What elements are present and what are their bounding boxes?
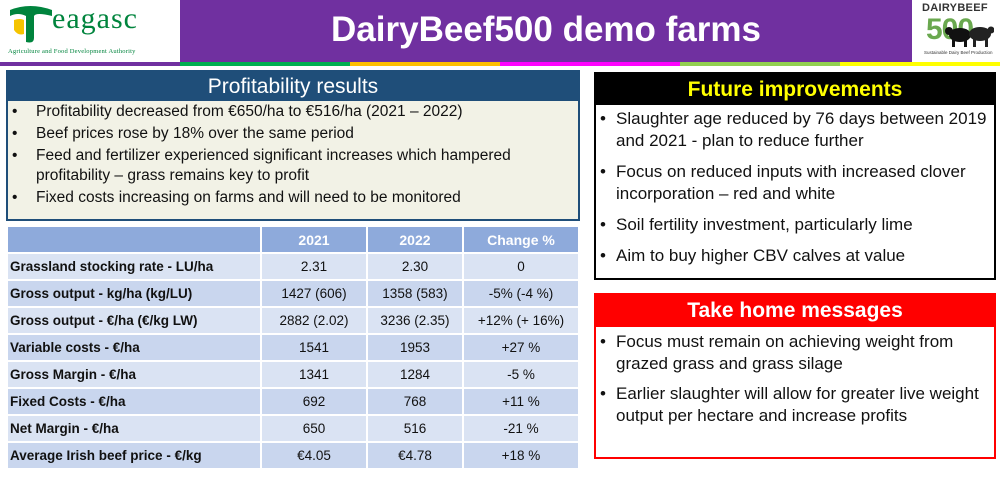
bullet-icon: • bbox=[600, 109, 606, 128]
profitability-heading: Profitability results bbox=[8, 72, 578, 101]
color-strip-segment bbox=[350, 62, 500, 66]
list-item: • Focus on reduced inputs with increased … bbox=[600, 162, 966, 203]
table-cell: €4.78 bbox=[367, 443, 462, 468]
table-cell: +12% (+ 16%) bbox=[463, 308, 578, 333]
page-title: DairyBeef500 demo farms bbox=[331, 10, 761, 49]
table-row: Gross output - €/ha (€/kg LW) 2882 (2.02)… bbox=[8, 308, 578, 333]
dairybeef-subtitle: Sustainable Dairy Beef Production bbox=[924, 50, 993, 55]
teagasc-wordmark: eagasc bbox=[52, 2, 138, 35]
table-header-cell bbox=[8, 227, 261, 252]
list-item: • Feed and fertilizer experienced signifi… bbox=[12, 147, 511, 184]
table-cell: 1341 bbox=[262, 362, 366, 387]
table-header-cell: 2021 bbox=[262, 227, 366, 252]
table-cell: 650 bbox=[262, 416, 366, 441]
future-improvements-heading: Future improvements bbox=[596, 74, 994, 105]
bullet-icon: • bbox=[600, 332, 606, 351]
future-improvements-panel: Future improvements • Slaughter age reduc… bbox=[594, 72, 996, 280]
table-row: Variable costs - €/ha 1541 1953 +27 % bbox=[8, 335, 578, 360]
table-row: Fixed Costs - €/ha 692 768 +11 % bbox=[8, 389, 578, 414]
take-home-bullets: • Focus must remain on achieving weight f… bbox=[596, 327, 994, 427]
title-bar: DairyBeef500 demo farms bbox=[180, 0, 912, 62]
take-home-panel: Take home messages • Focus must remain on… bbox=[594, 293, 996, 459]
table-cell: +18 % bbox=[463, 443, 578, 468]
table-cell: +27 % bbox=[463, 335, 578, 360]
teagasc-logo: eagasc Agriculture and Food Development … bbox=[0, 0, 178, 62]
table-row: Grassland stocking rate - LU/ha 2.31 2.30 0 bbox=[8, 254, 578, 279]
color-strip-segment bbox=[0, 62, 180, 66]
table-cell: +11 % bbox=[463, 389, 578, 414]
bullet-icon: • bbox=[600, 246, 606, 265]
table-row-label: Fixed Costs - €/ha bbox=[8, 389, 261, 414]
list-item: • Beef prices rose by 18% over the same p… bbox=[12, 125, 354, 142]
color-strip-segment bbox=[500, 62, 680, 66]
table-row: Gross output - kg/ha (kg/LU) 1427 (606) 13… bbox=[8, 281, 578, 306]
table-row: Net Margin - €/ha 650 516 -21 % bbox=[8, 416, 578, 441]
table-cell: 1284 bbox=[367, 362, 462, 387]
bullet-icon: • bbox=[12, 125, 18, 142]
dairybeef-logo: DAIRYBEEF 500 Sustainable Dairy Beef Pro… bbox=[918, 0, 1000, 62]
bullet-icon: • bbox=[12, 147, 18, 164]
bullet-icon: • bbox=[600, 215, 606, 234]
list-item: • Slaughter age reduced by 76 days betwee… bbox=[600, 109, 987, 150]
profitability-bullets: • Profitability decreased from €650/ha to… bbox=[8, 101, 578, 208]
table-header-row: 2021 2022 Change % bbox=[8, 227, 578, 252]
table-cell: 1358 (583) bbox=[367, 281, 462, 306]
list-item: • Focus must remain on achieving weight f… bbox=[600, 332, 954, 373]
list-item: • Aim to buy higher CBV calves at value bbox=[600, 246, 906, 265]
table-cell: 3236 (2.35) bbox=[367, 308, 462, 333]
table-cell: 1427 (606) bbox=[262, 281, 366, 306]
color-strip-segment bbox=[180, 62, 350, 66]
table-row: Gross Margin - €/ha 1341 1284 -5 % bbox=[8, 362, 578, 387]
table-header-cell: Change % bbox=[463, 227, 578, 252]
table-cell: €4.05 bbox=[262, 443, 366, 468]
results-table: 2021 2022 Change % Grassland stocking ra… bbox=[6, 225, 580, 470]
future-bullets: • Slaughter age reduced by 76 days betwee… bbox=[596, 105, 994, 267]
teagasc-tagline: Agriculture and Food Development Authori… bbox=[8, 48, 136, 55]
table-cell: -5% (-4 %) bbox=[463, 281, 578, 306]
bullet-icon: • bbox=[12, 103, 18, 120]
table-row-label: Net Margin - €/ha bbox=[8, 416, 261, 441]
dairybeef-wordmark: DAIRYBEEF bbox=[922, 2, 988, 14]
bullet-icon: • bbox=[600, 162, 606, 181]
profitability-panel: Profitability results • Profitability dec… bbox=[6, 70, 580, 221]
table-row-label: Variable costs - €/ha bbox=[8, 335, 261, 360]
take-home-heading: Take home messages bbox=[596, 295, 994, 327]
table-cell: 516 bbox=[367, 416, 462, 441]
cows-icon bbox=[945, 26, 994, 47]
table-cell: 2882 (2.02) bbox=[262, 308, 366, 333]
table-cell: -5 % bbox=[463, 362, 578, 387]
table-row: Average Irish beef price - €/kg €4.05 €4.7… bbox=[8, 443, 578, 468]
list-item: • Profitability decreased from €650/ha to… bbox=[12, 103, 463, 120]
table-cell: 692 bbox=[262, 389, 366, 414]
table-row-label: Average Irish beef price - €/kg bbox=[8, 443, 261, 468]
table-cell: 0 bbox=[463, 254, 578, 279]
list-item: • Earlier slaughter will allow for greate… bbox=[600, 384, 979, 425]
list-item: • Soil fertility investment, particularly… bbox=[600, 215, 913, 234]
table-row-label: Gross output - €/ha (€/kg LW) bbox=[8, 308, 261, 333]
color-strip-segment bbox=[840, 62, 1000, 66]
bullet-icon: • bbox=[600, 384, 606, 403]
table-cell: -21 % bbox=[463, 416, 578, 441]
color-strip-segment bbox=[680, 62, 840, 66]
table-row-label: Gross Margin - €/ha bbox=[8, 362, 261, 387]
table-cell: 768 bbox=[367, 389, 462, 414]
table-cell: 1953 bbox=[367, 335, 462, 360]
bullet-icon: • bbox=[12, 189, 18, 206]
table-row-label: Gross output - kg/ha (kg/LU) bbox=[8, 281, 261, 306]
teagasc-t-icon bbox=[10, 6, 52, 43]
table-row-label: Grassland stocking rate - LU/ha bbox=[8, 254, 261, 279]
table-header-cell: 2022 bbox=[367, 227, 462, 252]
table-cell: 2.30 bbox=[367, 254, 462, 279]
table-cell: 2.31 bbox=[262, 254, 366, 279]
list-item: • Fixed costs increasing on farms and wil… bbox=[12, 189, 461, 206]
table-cell: 1541 bbox=[262, 335, 366, 360]
